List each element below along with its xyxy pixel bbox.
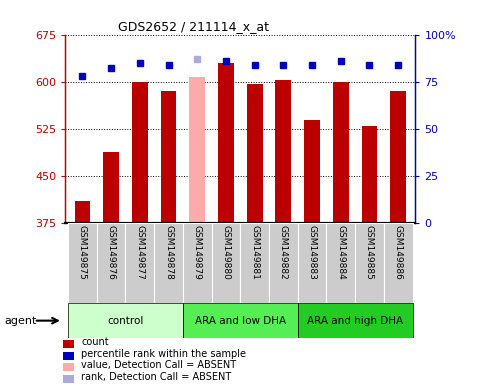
Bar	[183, 223, 212, 303]
Text: GSM149883: GSM149883	[308, 225, 316, 280]
Bar	[132, 82, 148, 223]
Bar	[63, 374, 74, 383]
Text: GDS2652 / 211114_x_at: GDS2652 / 211114_x_at	[118, 20, 269, 33]
Text: GSM149884: GSM149884	[336, 225, 345, 280]
Bar	[390, 91, 406, 223]
Bar	[63, 351, 74, 360]
Text: GSM149877: GSM149877	[135, 225, 144, 280]
Bar	[218, 63, 234, 223]
Bar	[189, 76, 205, 223]
Bar	[275, 80, 291, 223]
Text: GSM149886: GSM149886	[394, 225, 403, 280]
Bar	[74, 201, 90, 223]
Bar	[161, 91, 176, 223]
Bar	[68, 303, 183, 338]
Bar	[298, 303, 412, 338]
Text: rank, Detection Call = ABSENT: rank, Detection Call = ABSENT	[82, 372, 232, 382]
Bar	[63, 363, 74, 371]
Bar	[298, 223, 327, 303]
Text: count: count	[82, 337, 109, 347]
Bar	[63, 340, 74, 348]
Bar	[384, 223, 412, 303]
Bar	[103, 152, 119, 223]
Bar	[269, 223, 298, 303]
Bar	[362, 126, 377, 223]
Text: GSM149876: GSM149876	[107, 225, 115, 280]
Bar	[126, 223, 154, 303]
Text: agent: agent	[5, 316, 37, 326]
Text: GSM149875: GSM149875	[78, 225, 87, 280]
Bar	[355, 223, 384, 303]
Bar	[247, 84, 263, 223]
Text: control: control	[107, 316, 143, 326]
Text: GSM149882: GSM149882	[279, 225, 288, 280]
Bar	[212, 223, 241, 303]
Bar	[68, 223, 97, 303]
Text: GSM149880: GSM149880	[221, 225, 230, 280]
Bar	[241, 223, 269, 303]
Text: ARA and high DHA: ARA and high DHA	[307, 316, 403, 326]
Text: ARA and low DHA: ARA and low DHA	[195, 316, 286, 326]
Text: GSM149879: GSM149879	[193, 225, 202, 280]
Text: value, Detection Call = ABSENT: value, Detection Call = ABSENT	[82, 360, 237, 370]
Bar	[97, 223, 126, 303]
Bar	[154, 223, 183, 303]
Bar	[304, 121, 320, 223]
Text: GSM149885: GSM149885	[365, 225, 374, 280]
Bar	[327, 223, 355, 303]
Bar	[333, 82, 349, 223]
Text: GSM149881: GSM149881	[250, 225, 259, 280]
Text: GSM149878: GSM149878	[164, 225, 173, 280]
Bar	[183, 303, 298, 338]
Text: percentile rank within the sample: percentile rank within the sample	[82, 349, 246, 359]
